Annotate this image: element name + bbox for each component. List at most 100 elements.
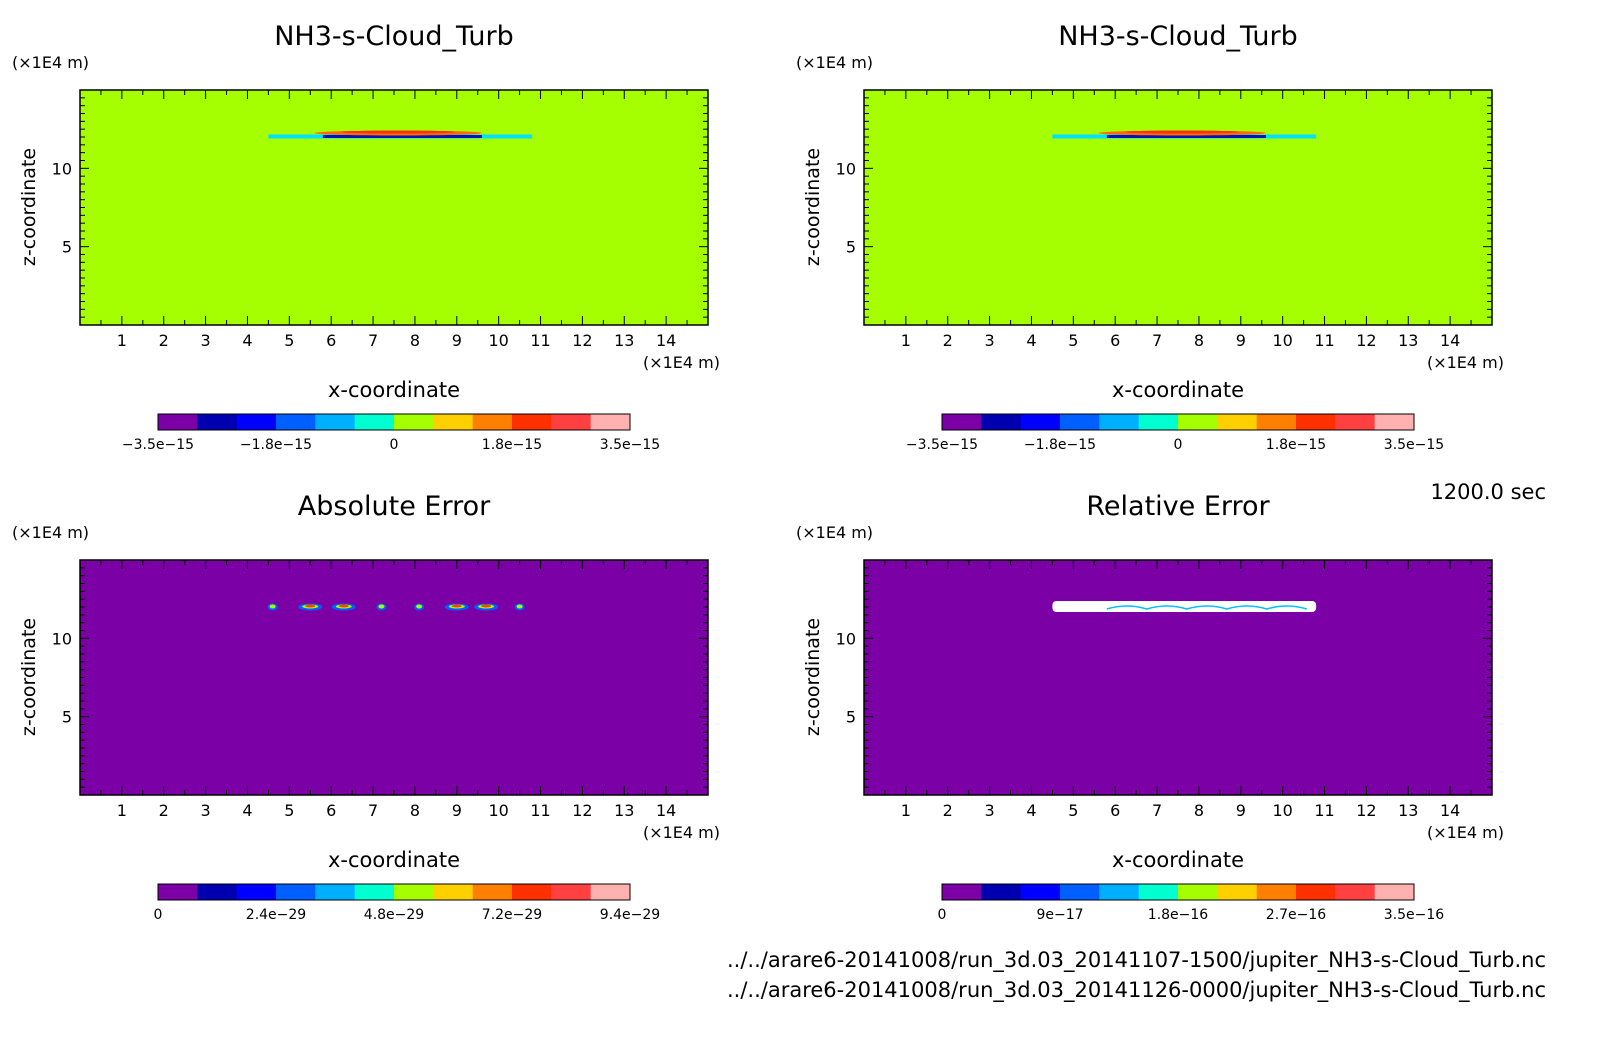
x-tick-label: 2: [943, 331, 953, 350]
colorbar-segment: [1178, 884, 1218, 900]
colorbar-segment: [1256, 414, 1297, 430]
y-unit-label: (×1E4 m): [12, 53, 89, 72]
x-tick-label: 11: [530, 801, 550, 820]
x-tick-label: 7: [1152, 331, 1162, 350]
x-tick-label: 2: [943, 801, 953, 820]
x-tick-label: 4: [1026, 331, 1036, 350]
x-tick-label: 5: [284, 331, 294, 350]
error-spot: [376, 603, 387, 611]
x-tick-label: 8: [1194, 331, 1204, 350]
colorbar-label: −3.5e−15: [122, 437, 194, 453]
x-tick-label: 9: [1236, 331, 1246, 350]
x-tick-label: 8: [1194, 801, 1204, 820]
y-tick-label: 5: [846, 708, 856, 727]
error-spot: [267, 603, 278, 611]
panel-title: NH3-s-Cloud_Turb: [1058, 21, 1298, 52]
colorbar-segment: [433, 414, 474, 430]
colorbar-label: −3.5e−15: [906, 437, 978, 453]
error-spot-mid: [378, 604, 385, 609]
colorbar-segment: [354, 414, 395, 430]
x-tick-label: 9: [452, 801, 462, 820]
colorbar-segment: [394, 414, 434, 430]
y-axis-title: z-coordinate: [18, 148, 40, 266]
x-tick-label: 6: [1110, 801, 1120, 820]
x-tick-label: 5: [284, 801, 294, 820]
x-tick-label: 7: [368, 331, 378, 350]
x-tick-label: 14: [656, 331, 676, 350]
x-axis-title: x-coordinate: [328, 848, 460, 872]
x-tick-label: 10: [488, 801, 508, 820]
error-spot: [331, 603, 356, 611]
x-tick-label: 6: [1110, 331, 1120, 350]
colorbar-segment: [551, 414, 592, 430]
colorbar-label: 3.5e−16: [1384, 907, 1445, 923]
x-tick-label: 2: [159, 801, 169, 820]
y-tick-label: 5: [62, 708, 72, 727]
y-axis-title: z-coordinate: [18, 618, 40, 736]
error-spot: [444, 603, 469, 611]
x-tick-label: 10: [1272, 801, 1292, 820]
x-tick-label: 3: [201, 331, 211, 350]
colorbar-segment: [942, 884, 982, 900]
colorbar-segment: [1374, 414, 1415, 430]
colorbar-segment: [1060, 884, 1100, 900]
x-tick-label: 7: [368, 801, 378, 820]
panel-title: NH3-s-Cloud_Turb: [274, 21, 514, 52]
colorbar-frame: [157, 413, 631, 431]
x-tick-label: 8: [410, 331, 420, 350]
colorbar-label: 0: [390, 437, 399, 453]
colorbar: 0 9e−17 1.8e−16 2.7e−16 3.5e−16: [938, 883, 1445, 923]
colorbar-label: 1.8e−16: [1148, 907, 1209, 923]
cloud-layer-blue: [322, 135, 482, 138]
x-unit-label: (×1E4 m): [1427, 353, 1504, 372]
colorbar-segment: [472, 414, 513, 430]
x-tick-label: 4: [242, 801, 252, 820]
colorbar-label: 0: [154, 907, 163, 923]
colorbar-label: 4.8e−29: [364, 907, 424, 923]
colorbar-segment: [315, 414, 356, 430]
undefined-band: [1052, 601, 1317, 612]
colorbar-segment: [1335, 414, 1376, 430]
colorbar-label: 9.4e−29: [600, 907, 660, 923]
colorbar-label: 2.4e−29: [246, 907, 306, 923]
x-tick-label: 1: [901, 801, 911, 820]
band-contour: [1106, 605, 1308, 610]
colorbar-label: 1.8e−15: [1266, 437, 1326, 453]
x-unit-label: (×1E4 m): [643, 823, 720, 842]
x-tick-label: 13: [614, 331, 634, 350]
colorbar-segment: [433, 884, 474, 900]
x-tick-label: 12: [1356, 801, 1376, 820]
colorbar-segment: [1296, 884, 1336, 900]
colorbar-label: 7.2e−29: [482, 907, 542, 923]
error-spot: [414, 603, 425, 611]
colorbar: −3.5e−15 −1.8e−15 0 1.8e−15 3.5e−15: [122, 413, 660, 453]
file-path-2: ../../arare6-20141008/run_3d.03_20141126…: [726, 978, 1546, 1002]
colorbar-label: −1.8e−15: [240, 437, 312, 453]
colorbar-segment: [1374, 884, 1415, 900]
colorbar-segment: [1217, 414, 1258, 430]
colorbar-segment: [354, 884, 395, 900]
colorbar-segment: [1020, 884, 1061, 900]
x-tick-label: 11: [1314, 331, 1334, 350]
colorbar-segment: [551, 884, 592, 900]
colorbar-segment: [1020, 414, 1061, 430]
panel-1: NH3-s-Cloud_Turb(×1E4 m)1 2 3 4 5 6 7 8 9 10 11 12 1…: [12, 21, 720, 453]
colorbar-segment: [315, 884, 356, 900]
colorbar-frame: [941, 883, 1415, 901]
colorbar-segment: [512, 884, 552, 900]
colorbar-segment: [1099, 414, 1140, 430]
panel-2: NH3-s-Cloud_Turb(×1E4 m)1 2 3 4 5 6 7 8 9 10 11 12 1…: [796, 21, 1504, 453]
x-tick-label: 14: [1440, 331, 1460, 350]
y-tick-label: 10: [52, 159, 72, 178]
x-tick-label: 4: [1026, 801, 1036, 820]
x-tick-label: 3: [985, 801, 995, 820]
x-tick-label: 14: [1440, 801, 1460, 820]
colorbar-segment: [472, 884, 513, 900]
cloud-layer-red: [1125, 130, 1239, 134]
x-tick-label: 5: [1068, 331, 1078, 350]
colorbar-label: 3.5e−15: [600, 437, 660, 453]
colorbar-segment: [197, 884, 238, 900]
x-tick-label: 1: [117, 331, 127, 350]
x-tick-label: 12: [1356, 331, 1376, 350]
